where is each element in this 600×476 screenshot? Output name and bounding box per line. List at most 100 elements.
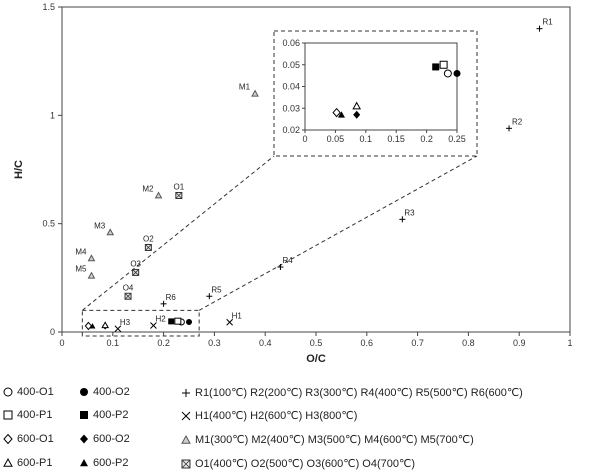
legend-entry: O1(400℃) O2(500℃) O3(600℃) O4(700℃)	[180, 457, 415, 470]
legend-marker	[3, 410, 13, 420]
legend: 400-O1 400-O2 R1(100℃) R2(200℃) R3(300℃) R…	[0, 382, 600, 476]
inset-y-tick-label: 0.05	[282, 60, 300, 70]
inset-data-point	[439, 60, 448, 69]
legend-label: R1(100℃) R2(200℃) R3(300℃) R4(400℃) R5(5…	[195, 387, 523, 399]
inset-x-tick-label: 0.2	[420, 134, 433, 144]
data-point	[84, 321, 93, 331]
data-point	[144, 244, 152, 251]
zoom-connector-left	[82, 155, 275, 311]
inset-x-tick-label: 0.1	[360, 134, 373, 144]
inset-data-point	[453, 69, 461, 77]
point-label: M2	[142, 185, 154, 194]
legend-entry: H1(400℃) H2(600℃) H3(800℃)	[180, 409, 357, 422]
legend-marker	[181, 459, 191, 468]
point-label: R4	[282, 256, 293, 265]
legend-entry: 400-O2	[78, 386, 130, 398]
data-point	[206, 293, 213, 300]
marker-triangle-open	[3, 457, 13, 467]
marker-circle-open	[3, 387, 13, 397]
zoom-region	[81, 309, 200, 337]
data-point	[175, 192, 183, 199]
data-point	[150, 322, 157, 329]
inset-frame	[273, 30, 478, 157]
data-point	[186, 319, 192, 326]
point-label: M3	[94, 221, 106, 230]
zoom-connector-right	[198, 155, 478, 311]
legend-label: 600-P2	[93, 457, 129, 469]
legend-marker	[3, 433, 13, 445]
inset-data-point	[432, 63, 440, 71]
data-point	[399, 216, 406, 223]
legend-marker	[3, 457, 13, 467]
y-tick-label: 1	[50, 110, 55, 120]
legend-label: M1(300℃) M2(400℃) M3(500℃) M4(600℃) M5(7…	[195, 434, 474, 446]
data-point	[154, 191, 163, 199]
point-label: H3	[120, 318, 131, 327]
inset-x-tick-label: 0.05	[327, 134, 345, 144]
x-tick-label: 0.1	[107, 338, 120, 348]
data-point	[168, 318, 175, 325]
y-tick-label: 1.5	[42, 2, 55, 12]
legend-entry: R1(100℃) R2(200℃) R3(300℃) R4(400℃) R5(5…	[180, 386, 523, 399]
inset-data-point	[352, 101, 362, 110]
x-tick-label: 0.4	[259, 338, 272, 348]
legend-entry: M1(300℃) M2(400℃) M3(500℃) M4(600℃) M5(7…	[180, 433, 474, 446]
inset-x-tick-label: 0	[302, 134, 307, 144]
data-point	[226, 318, 233, 326]
scatter-chart: 0 0.1 0.2 0.3 0.4 0.5 0.6 0.7 0.8 0.9 1 0 0.5 1 1.5 O/C…	[13, 2, 573, 365]
x-tick-label: 0.2	[157, 338, 170, 348]
marker-square-open	[3, 410, 13, 420]
data-point	[160, 300, 167, 307]
x-axis-title: O/C	[306, 353, 326, 365]
legend-label: 400-O2	[93, 386, 130, 398]
data-point	[87, 254, 96, 262]
point-label: R6	[166, 293, 177, 302]
data-point	[101, 321, 110, 329]
marker-circle-filled	[80, 388, 88, 396]
x-tick-label: 0.5	[310, 338, 323, 348]
data-point	[106, 228, 115, 236]
data-point	[124, 292, 132, 300]
point-label: R2	[512, 117, 523, 126]
x-tick-label: 0.9	[513, 338, 526, 348]
inset-y-tick-label: 0.02	[282, 125, 300, 135]
legend-entry: 400-O1	[2, 386, 54, 398]
inset-data-point	[353, 110, 361, 119]
legend-marker	[3, 387, 13, 397]
x-tick-label: 0.8	[462, 338, 475, 348]
inset-y-tick-label: 0.03	[282, 103, 300, 113]
y-axis-title: H/C	[13, 160, 25, 179]
data-point	[114, 325, 122, 333]
y-tick-label: 0.5	[42, 219, 55, 229]
legend-marker	[80, 388, 88, 396]
legend-marker	[181, 434, 191, 444]
x-tick-label: 0.7	[411, 338, 424, 348]
legend-entry: 400-P1	[2, 409, 52, 421]
point-label: O3	[130, 259, 141, 268]
marker-square-x	[181, 459, 191, 468]
point-label: R5	[211, 285, 222, 294]
marker-diamond-filled	[80, 434, 88, 444]
x-tick-label: 0.6	[361, 338, 374, 348]
marker-square-filled	[80, 411, 88, 419]
inset-x-tick-label: 0.25	[448, 134, 466, 144]
legend-label: 400-O1	[17, 386, 54, 398]
x-tick-label: 0	[59, 338, 64, 348]
legend-entry: 400-P2	[78, 409, 128, 421]
legend-entry: 600-P1	[2, 457, 52, 469]
marker-triangle-gray	[181, 434, 191, 444]
data-point	[87, 271, 96, 279]
inset-data-point	[337, 111, 345, 118]
inset-data-point	[332, 107, 341, 118]
point-label: M1	[239, 83, 251, 92]
data-point	[132, 268, 140, 276]
marker-diamond-open	[3, 433, 13, 445]
legend-entry: 600-O1	[2, 433, 54, 445]
data-point	[536, 25, 543, 32]
inset-data-point	[443, 69, 452, 78]
data-point	[251, 89, 259, 97]
point-label: H1	[232, 311, 243, 320]
legend-marker	[80, 459, 88, 467]
marker-triangle-filled	[80, 459, 88, 467]
data-point	[506, 125, 513, 132]
